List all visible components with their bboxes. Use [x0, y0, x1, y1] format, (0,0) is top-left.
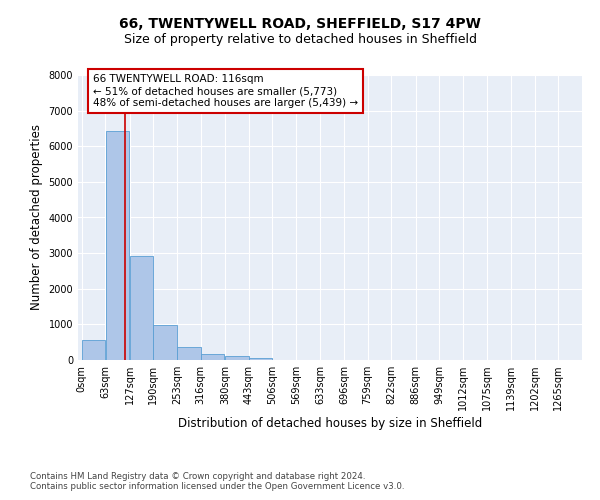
- Bar: [106, 131, 129, 360]
- Text: Size of property relative to detached houses in Sheffield: Size of property relative to detached ho…: [124, 32, 476, 46]
- Bar: [130, 256, 153, 360]
- Text: 66 TWENTYWELL ROAD: 116sqm
← 51% of detached houses are smaller (5,773)
48% of s: 66 TWENTYWELL ROAD: 116sqm ← 51% of deta…: [93, 74, 358, 108]
- Bar: [177, 347, 201, 360]
- Text: 66, TWENTYWELL ROAD, SHEFFIELD, S17 4PW: 66, TWENTYWELL ROAD, SHEFFIELD, S17 4PW: [119, 18, 481, 32]
- Bar: [82, 340, 106, 360]
- Bar: [249, 358, 272, 360]
- Y-axis label: Number of detached properties: Number of detached properties: [30, 124, 43, 310]
- Text: Contains HM Land Registry data © Crown copyright and database right 2024.: Contains HM Land Registry data © Crown c…: [30, 472, 365, 481]
- X-axis label: Distribution of detached houses by size in Sheffield: Distribution of detached houses by size …: [178, 418, 482, 430]
- Bar: [201, 354, 224, 360]
- Bar: [154, 326, 177, 360]
- Text: Contains public sector information licensed under the Open Government Licence v3: Contains public sector information licen…: [30, 482, 404, 491]
- Bar: [225, 356, 248, 360]
